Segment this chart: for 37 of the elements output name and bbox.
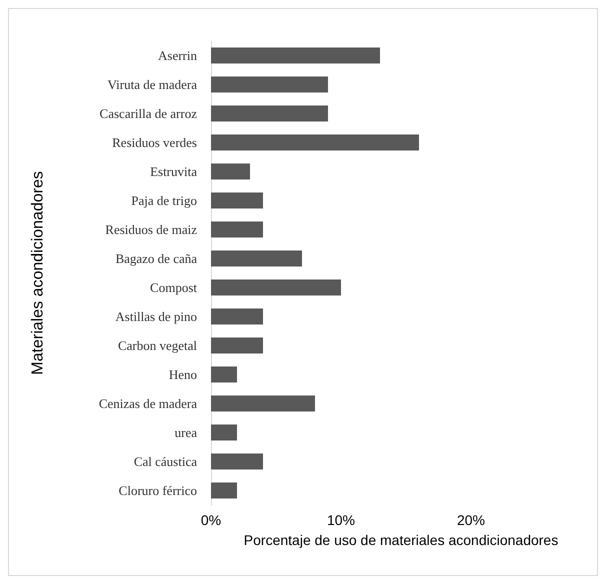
y-tick-label: Carbon vegetal — [118, 338, 198, 353]
y-tick-label: Paja de trigo — [131, 193, 197, 208]
bar — [211, 424, 237, 440]
bar — [211, 338, 263, 354]
y-axis-title: Materiales acondicionadores — [30, 171, 46, 375]
x-tick-label: 0% — [200, 512, 222, 528]
bar — [211, 482, 237, 498]
bar — [211, 164, 250, 180]
y-tick-label: Cascarilla de arroz — [100, 106, 198, 121]
y-tick-label: Viruta de madera — [108, 77, 198, 92]
y-tick-label: Cloruro férrico — [118, 483, 197, 498]
y-tick-label: urea — [174, 425, 198, 440]
bar — [211, 366, 237, 382]
x-tick-label: 10% — [326, 512, 356, 528]
y-tick-label: Estruvita — [150, 164, 198, 179]
x-tick-label: 20% — [456, 512, 486, 528]
bar — [211, 396, 315, 412]
y-tick-label: Bagazo de caña — [115, 251, 198, 266]
y-tick-label: Aserrin — [158, 48, 198, 63]
bar — [211, 134, 419, 150]
y-tick-label: Residuos de maiz — [105, 222, 198, 237]
y-tick-label: Compost — [150, 280, 198, 295]
bar — [211, 250, 302, 266]
y-tick-label: Cenizas de madera — [98, 396, 198, 411]
x-axis-title: Porcentaje de uso de materiales acondicionadores — [244, 532, 558, 548]
bar — [211, 454, 263, 470]
bar — [211, 48, 380, 64]
y-tick-label: Cal cáustica — [134, 454, 198, 469]
bar — [211, 308, 263, 324]
y-tick-label: Heno — [168, 367, 197, 382]
bar — [211, 280, 341, 296]
y-tick-label: Astillas de pino — [115, 309, 197, 324]
bar — [211, 106, 328, 122]
bar — [211, 222, 263, 238]
bar — [211, 192, 263, 208]
bar — [211, 76, 328, 92]
y-tick-label: Residuos verdes — [112, 135, 197, 150]
